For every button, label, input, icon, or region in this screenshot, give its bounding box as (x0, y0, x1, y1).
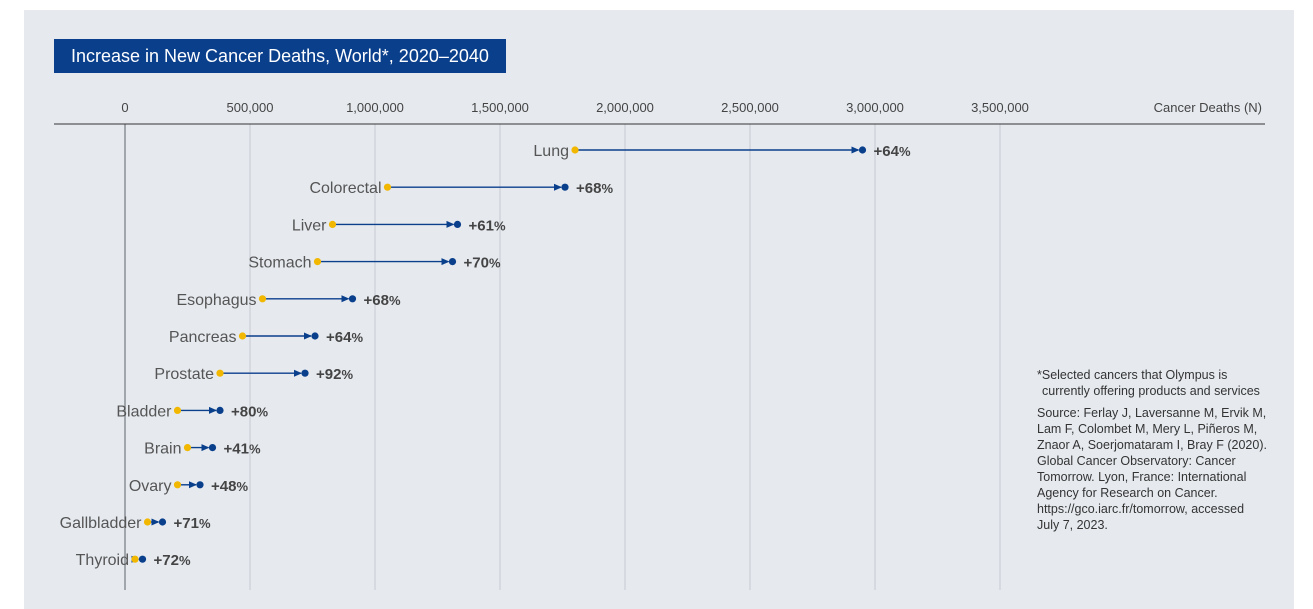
point-2040 (158, 518, 167, 526)
percent-change-value: +68 (576, 180, 601, 197)
percent-change-value: +64 (326, 329, 352, 346)
percent-change-label: +68% (364, 292, 401, 309)
x-tick-label: 1,500,000 (471, 100, 529, 115)
data-marks: Lung +64% Colorectal +68% Liver +61% Stomach +7… (60, 143, 911, 569)
percent-sign: % (236, 479, 248, 494)
percent-change-label: +41% (224, 441, 261, 458)
category-label: Colorectal (309, 180, 381, 197)
percent-change-value: +48 (211, 478, 236, 495)
x-tick-label: 3,500,000 (971, 100, 1029, 115)
percent-sign: % (489, 256, 501, 271)
x-tick-label: 2,500,000 (721, 100, 779, 115)
point-2040 (138, 555, 147, 563)
point-2020 (258, 295, 267, 303)
category-label: Pancreas (169, 329, 237, 346)
percent-change-label: +64% (874, 143, 911, 160)
percent-change-value: +61 (469, 217, 494, 234)
percent-sign: % (351, 330, 363, 345)
point-2040 (453, 220, 462, 228)
percent-change-value: +64 (874, 143, 900, 160)
category-label: Liver (292, 217, 327, 234)
point-2020 (383, 183, 392, 191)
percent-sign: % (341, 367, 353, 382)
notes: *Selected cancers that Olympus is curren… (1037, 367, 1269, 533)
percent-change-label: +70% (464, 255, 501, 272)
percent-change-label: +61% (469, 217, 506, 234)
point-2040 (348, 295, 357, 303)
point-2020 (238, 332, 247, 340)
percent-change-value: +80 (231, 403, 256, 420)
percent-sign: % (494, 218, 506, 233)
x-axis-label: Cancer Deaths (N) (1154, 100, 1262, 115)
x-tick-label: 3,000,000 (846, 100, 904, 115)
category-label: Ovary (129, 478, 172, 495)
x-tick-label: 500,000 (227, 100, 274, 115)
point-2020 (571, 146, 579, 154)
category-label: Bladder (116, 403, 172, 420)
point-2020 (183, 444, 192, 452)
footnote: *Selected cancers that Olympus is curren… (1037, 368, 1260, 398)
percent-change-value: +70 (464, 255, 489, 272)
category-label: Prostate (154, 366, 214, 383)
x-tick-label: 1,000,000 (346, 100, 404, 115)
percent-change-label: +71% (174, 515, 211, 532)
point-2020 (143, 518, 152, 526)
category-label: Lung (533, 143, 569, 160)
percent-change-value: +92 (316, 366, 341, 383)
percent-change-label: +64% (326, 329, 363, 346)
percent-sign: % (249, 442, 261, 457)
x-tick-label: 0 (121, 100, 128, 115)
category-label: Gallbladder (60, 515, 143, 532)
category-label: Brain (144, 441, 181, 458)
percent-change-value: +68 (364, 292, 389, 309)
gridlines (124, 124, 1001, 590)
percent-change-label: +48% (211, 478, 248, 495)
percent-sign: % (389, 293, 401, 308)
percent-sign: % (899, 144, 911, 159)
point-2020 (173, 406, 182, 414)
point-2040 (561, 183, 569, 191)
percent-change-label: +92% (316, 366, 353, 383)
x-tick-labels: 0 500,000 1,000,000 1,500,000 2,000,000 2,500… (121, 100, 1029, 115)
x-tick-label: 2,000,000 (596, 100, 654, 115)
percent-change-value: +71 (174, 515, 199, 532)
point-2020 (328, 220, 337, 228)
chart-title: Increase in New Cancer Deaths, World*, 2… (54, 39, 506, 73)
category-label: Stomach (248, 255, 311, 272)
percent-sign: % (199, 516, 211, 531)
percent-sign: % (601, 181, 613, 196)
percent-change-label: +68% (576, 180, 613, 197)
category-label: Thyroid (76, 552, 129, 569)
point-2040 (196, 481, 204, 489)
percent-change-value: +72 (154, 552, 179, 569)
point-2040 (208, 444, 217, 452)
point-2020 (313, 258, 322, 266)
point-2040 (448, 258, 457, 266)
point-2040 (216, 406, 224, 414)
point-2040 (311, 332, 319, 340)
point-2020 (131, 555, 139, 563)
percent-change-label: +80% (231, 403, 268, 420)
percent-change-label: +72% (154, 552, 191, 569)
chart-panel (24, 10, 1294, 609)
percent-sign: % (179, 553, 191, 568)
source-citation: Source: Ferlay J, Laversanne M, Ervik M,… (1037, 406, 1267, 532)
point-2020 (216, 369, 224, 377)
point-2020 (173, 481, 182, 489)
percent-change-value: +41 (224, 441, 249, 458)
point-2040 (301, 369, 309, 377)
percent-sign: % (256, 404, 268, 419)
point-2040 (858, 146, 867, 154)
category-label: Esophagus (176, 292, 256, 309)
